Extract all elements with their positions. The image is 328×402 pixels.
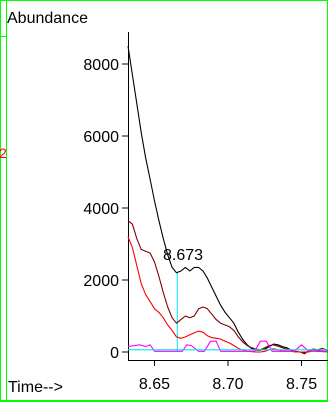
x-axis-title: Time--> (8, 379, 63, 396)
x-tick-label: 8.75 (286, 376, 317, 393)
y-axis-title: Abundance (7, 10, 88, 27)
left-marker: 2 (0, 145, 7, 161)
x-ticks: 8.65 8.70 8.75 (139, 360, 317, 393)
series-line-3 (127, 236, 328, 353)
y-tick-label: 8000 (83, 57, 119, 74)
y-tick-label: 0 (110, 345, 119, 362)
x-tick-label: 8.65 (139, 376, 170, 393)
y-tick-label: 4000 (83, 201, 119, 218)
y-tick-label: 2000 (83, 273, 119, 290)
x-tick-label: 8.70 (212, 376, 243, 393)
series-group (127, 45, 328, 355)
series-line-2 (127, 220, 328, 355)
series-line-4 (127, 340, 328, 352)
series-line-1 (127, 45, 328, 354)
y-tick-label: 6000 (83, 129, 119, 146)
peak-label: 8.673 (163, 247, 203, 264)
y-ticks: 0 2000 4000 6000 8000 (83, 57, 128, 362)
